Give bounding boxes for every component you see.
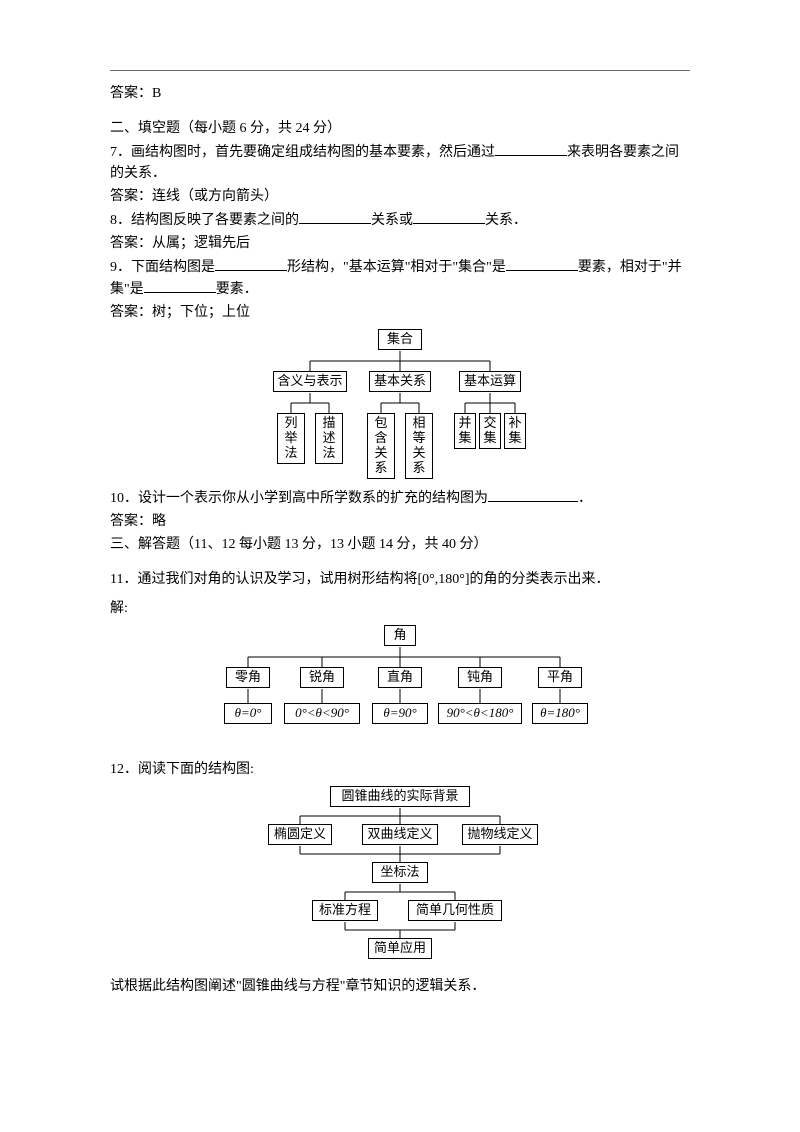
- q10-text-b: ．: [578, 491, 592, 506]
- d2-r2-4: 平角: [538, 667, 582, 688]
- d3-r4-1: 简单几何性质: [408, 900, 502, 921]
- d1-r3a-1: 描述法: [315, 413, 343, 464]
- q7-answer: 答案：连线（或方向箭头）: [110, 186, 690, 207]
- section3-title: 三、解答题（11、12 每小题 13 分，13 小题 14 分，共 40 分）: [110, 534, 690, 555]
- diagram-angles: 角 零角 锐角 直角 钝角 平角 θ=0° 0°<θ<90° θ=90° 90°…: [202, 625, 598, 745]
- d2-r2-2: 直角: [378, 667, 422, 688]
- q9: 9．下面结构图是形结构，"基本运算"相对于"集合"是要素，相对于"并集"是要素．: [110, 256, 690, 300]
- q7: 7．画结构图时，首先要确定组成结构图的基本要素，然后通过来表明各要素之间的关系．: [110, 141, 690, 184]
- d1-r2-1: 基本关系: [369, 371, 431, 392]
- q7-blank: [495, 141, 567, 156]
- q9-blank1: [215, 256, 287, 271]
- d2-r3-3: 90°<θ<180°: [438, 703, 522, 724]
- d2-r3-4: θ=180°: [532, 703, 588, 724]
- q10-blank: [488, 487, 578, 502]
- d2-r3-0: θ=0°: [224, 703, 272, 724]
- d3-r2-1: 双曲线定义: [362, 824, 438, 845]
- d1-r2-0: 含义与表示: [273, 371, 347, 392]
- q8-blank2: [413, 209, 485, 224]
- q9-text-a: 9．下面结构图是: [110, 260, 215, 275]
- d1-r3c-0: 并集: [454, 413, 476, 449]
- q9-text-b: 形结构，"基本运算"相对于"集合"是: [287, 260, 506, 275]
- d2-r3-1: 0°<θ<90°: [284, 703, 360, 724]
- d2-r2-1: 锐角: [300, 667, 344, 688]
- d1-r2-2: 基本运算: [459, 371, 521, 392]
- answer-b: 答案：B: [110, 83, 690, 104]
- d1-root: 集合: [378, 329, 422, 350]
- q8-text-a: 8．结构图反映了各要素之间的: [110, 213, 299, 228]
- d3-r3: 坐标法: [372, 862, 428, 883]
- diagram-sets: 集合 含义与表示 基本关系 基本运算 列举法 描述法 包含关系 相等关系 并集 …: [255, 329, 545, 477]
- q12-title: 12．阅读下面的结构图:: [110, 759, 690, 780]
- q8: 8．结构图反映了各要素之间的 关系或 关系．: [110, 209, 690, 231]
- q10-answer: 答案：略: [110, 511, 690, 532]
- d2-r2-3: 钝角: [458, 667, 502, 688]
- d1-r3b-0: 包含关系: [367, 413, 395, 479]
- q11-solution-label: 解:: [110, 598, 690, 619]
- d1-r3c-1: 交集: [479, 413, 501, 449]
- q10-text-a: 10．设计一个表示你从小学到高中所学数系的扩充的结构图为: [110, 491, 488, 506]
- d3-r1: 圆锥曲线的实际背景: [330, 786, 470, 807]
- section2-title: 二、填空题（每小题 6 分，共 24 分）: [110, 118, 690, 139]
- q9-answer: 答案：树；下位；上位: [110, 302, 690, 323]
- d1-r3b-1: 相等关系: [405, 413, 433, 479]
- q7-text-a: 7．画结构图时，首先要确定组成结构图的基本要素，然后通过: [110, 145, 495, 160]
- diagram-conic: 圆锥曲线的实际背景 椭圆定义 双曲线定义 抛物线定义 坐标法 标准方程 简单几何…: [250, 786, 550, 962]
- d3-r4-0: 标准方程: [312, 900, 378, 921]
- d3-r2-2: 抛物线定义: [462, 824, 538, 845]
- q12-end: 试根据此结构图阐述"圆锥曲线与方程"章节知识的逻辑关系．: [110, 976, 690, 997]
- d3-r5: 简单应用: [368, 938, 432, 959]
- q8-text-b: 关系或: [371, 213, 413, 228]
- q10: 10．设计一个表示你从小学到高中所学数系的扩充的结构图为 ．: [110, 487, 690, 509]
- q8-blank1: [299, 209, 371, 224]
- q8-text-c: 关系．: [485, 213, 527, 228]
- page-divider: [110, 70, 690, 71]
- q11: 11．通过我们对角的认识及学习，试用树形结构将[0°,180°]的角的分类表示出…: [110, 569, 690, 590]
- d2-r3-2: θ=90°: [372, 703, 428, 724]
- q9-blank3: [144, 278, 216, 293]
- d1-r3c-2: 补集: [504, 413, 526, 449]
- d2-r2-0: 零角: [226, 667, 270, 688]
- d2-root: 角: [384, 625, 416, 646]
- q8-answer: 答案：从属；逻辑先后: [110, 233, 690, 254]
- q9-text-d: 要素．: [216, 282, 258, 297]
- d3-r2-0: 椭圆定义: [268, 824, 332, 845]
- q9-blank2: [506, 256, 578, 271]
- d1-r3a-0: 列举法: [277, 413, 305, 464]
